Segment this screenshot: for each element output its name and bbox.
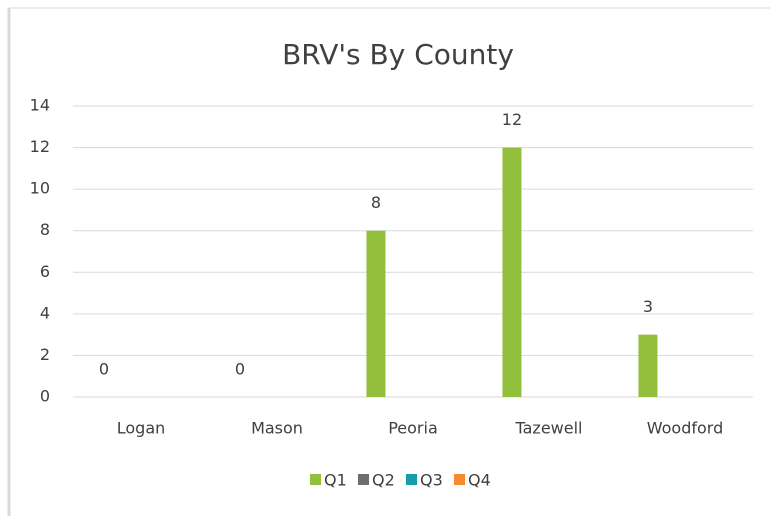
data-label: 0 [99,360,109,379]
data-label: 3 [643,297,653,316]
data-label: 12 [502,110,522,129]
y-tick-label: 10 [30,179,50,198]
bar [638,334,658,397]
x-tick-label: Mason [251,419,303,438]
x-tick-label: Tazewell [515,419,583,438]
bar [502,147,522,397]
legend-swatch [454,474,465,485]
y-tick-label: 2 [40,345,50,364]
y-tick-label: 0 [40,387,50,406]
y-tick-label: 14 [30,96,50,115]
legend-swatch [406,474,417,485]
legend-label: Q2 [372,471,395,490]
y-tick-label: 6 [40,262,50,281]
y-tick-label: 4 [40,303,50,322]
chart-title: BRV's By County [282,38,514,71]
legend-swatch [358,474,369,485]
data-label: 0 [235,360,245,379]
x-tick-label: Logan [117,419,166,438]
legend-label: Q3 [420,471,443,490]
x-tick-label: Woodford [647,419,724,438]
legend-swatch [310,474,321,485]
bar [366,230,386,397]
legend-label: Q4 [468,471,491,490]
data-label: 8 [371,193,381,212]
legend-label: Q1 [324,471,347,490]
x-tick-label: Peoria [388,419,438,438]
y-tick-label: 8 [40,220,50,239]
y-tick-label: 12 [30,137,50,156]
